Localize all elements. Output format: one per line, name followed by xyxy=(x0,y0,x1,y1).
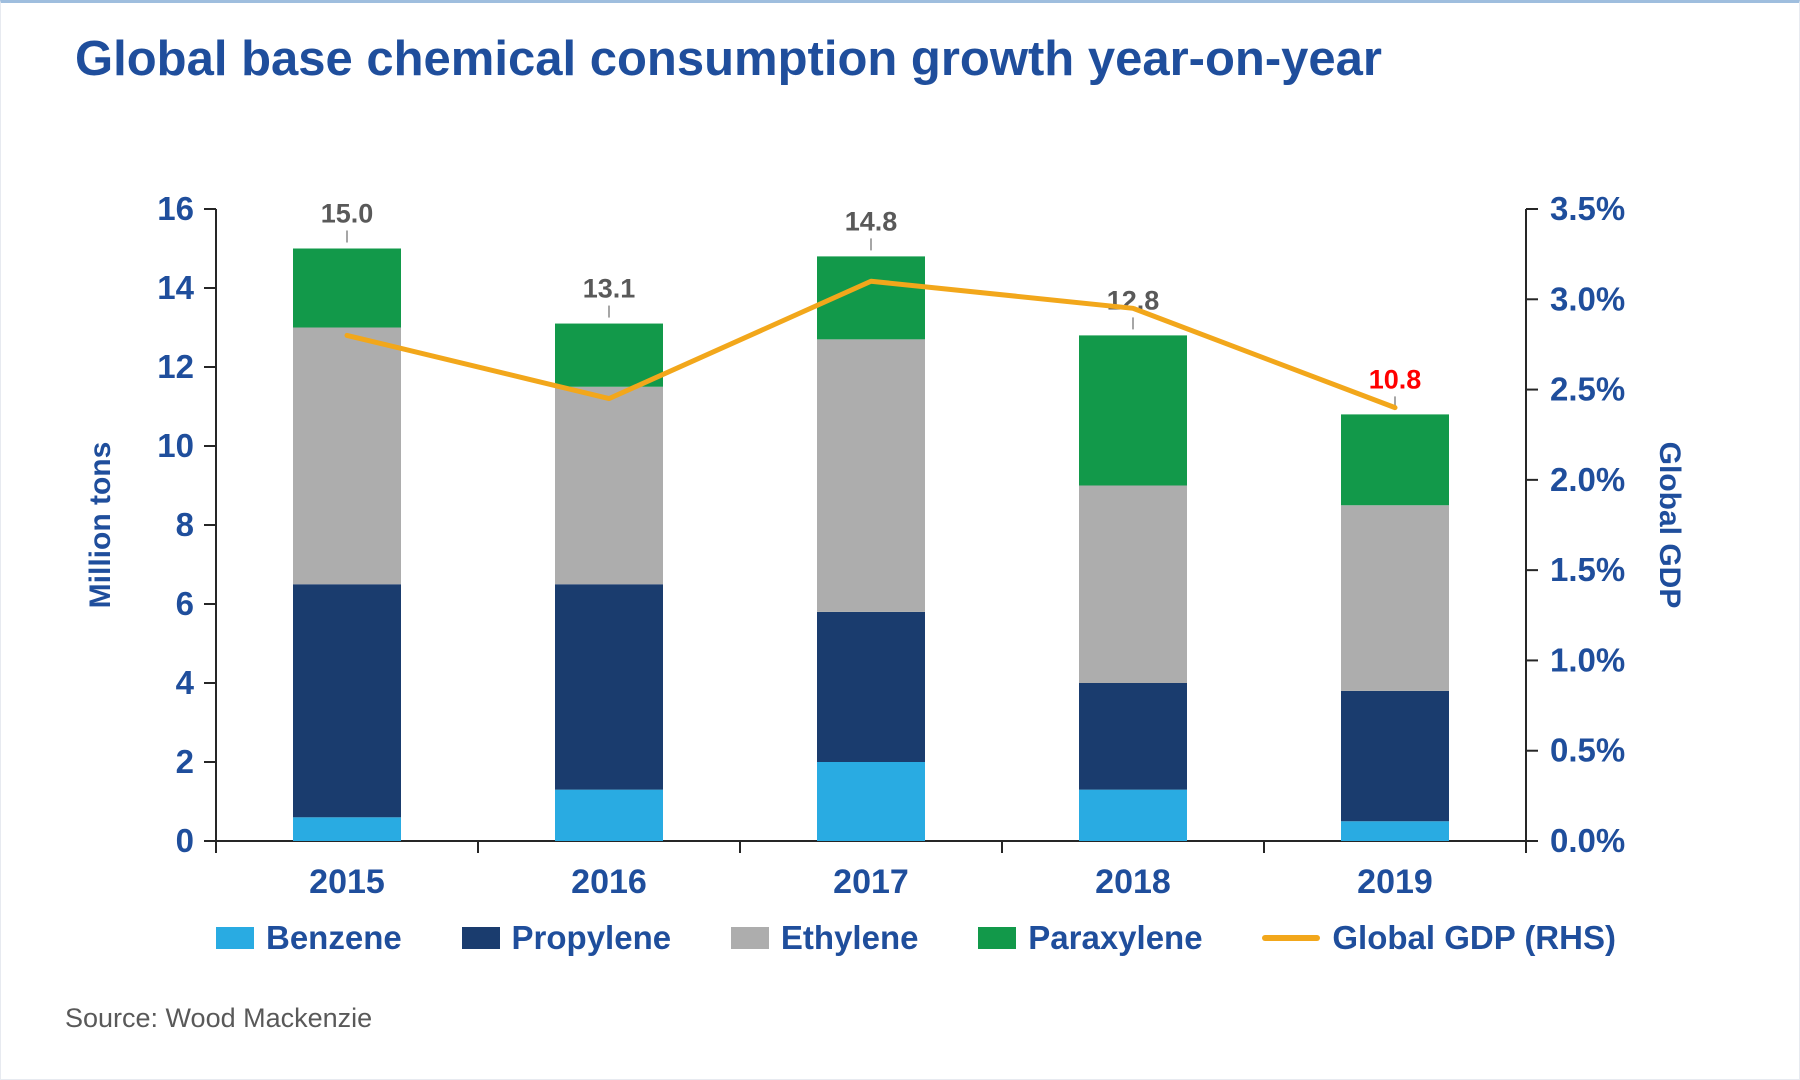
gdp-line-swatch-icon xyxy=(1262,935,1321,941)
bar-segment-ethylene xyxy=(817,339,925,612)
bar-segment-paraxylene xyxy=(1079,335,1187,486)
bar-total-label: 14.8 xyxy=(845,206,898,236)
left-tick-label: 16 xyxy=(157,190,194,227)
left-tick-label: 12 xyxy=(157,348,194,385)
right-tick-label: 0.0% xyxy=(1550,822,1625,859)
right-tick-label: 3.0% xyxy=(1550,280,1625,317)
bar-segment-ethylene xyxy=(1341,505,1449,691)
left-tick-label: 6 xyxy=(176,585,194,622)
bar-segment-paraxylene xyxy=(293,248,401,328)
left-tick-label: 14 xyxy=(157,269,194,306)
propylene-swatch-icon xyxy=(461,927,500,949)
bar-segment-propylene xyxy=(293,584,401,818)
legend-label-paraxylene: Paraxylene xyxy=(1028,919,1203,956)
bar-segment-benzene xyxy=(555,789,663,841)
x-axis-label: 2017 xyxy=(833,863,909,901)
chart-canvas: 0 2 4 6 8 10 12 14 16 0.0% 0.5% 1.0% 1.5% 2.0% 2.5% 3.0… xyxy=(157,190,1625,901)
right-tick-label: 0.5% xyxy=(1550,732,1625,769)
legend-item-ethylene: Ethylene xyxy=(730,919,919,957)
bar-segment-ethylene xyxy=(1079,485,1187,683)
right-tick-label: 1.5% xyxy=(1550,551,1625,588)
legend-item-propylene: Propylene xyxy=(461,919,672,957)
bar-segment-benzene xyxy=(293,817,401,841)
bar-segment-benzene xyxy=(817,762,925,841)
paraxylene-swatch-icon xyxy=(978,927,1017,949)
right-tick-label: 2.5% xyxy=(1550,371,1625,408)
ethylene-swatch-icon xyxy=(730,927,769,949)
bar-total-label: 15.0 xyxy=(321,199,374,229)
bar-segment-propylene xyxy=(1079,683,1187,790)
right-tick-label: 1.0% xyxy=(1550,641,1625,678)
x-axis-label: 2019 xyxy=(1357,863,1433,901)
gdp-line xyxy=(344,278,1398,411)
left-axis-title: Million tons xyxy=(84,441,117,609)
left-tick-label: 0 xyxy=(176,822,194,859)
bar-segment-ethylene xyxy=(555,386,663,585)
bar-segment-benzene xyxy=(1341,821,1449,841)
legend-label-ethylene: Ethylene xyxy=(780,919,919,956)
source-note: Source: Wood Mackenzie xyxy=(65,1003,373,1033)
bar-total-label: 13.1 xyxy=(583,274,636,304)
bar-segment-paraxylene xyxy=(1341,414,1449,506)
legend-label-benzene: Benzene xyxy=(266,919,402,956)
legend-item-benzene: Benzene xyxy=(216,919,402,957)
x-axis-label: 2015 xyxy=(309,863,385,901)
left-tick-label: 8 xyxy=(176,506,194,543)
legend-item-paraxylene: Paraxylene xyxy=(978,919,1203,957)
left-tick-label: 10 xyxy=(157,427,194,464)
right-tick-label: 2.0% xyxy=(1550,461,1625,498)
bar-segment-ethylene xyxy=(293,327,401,585)
left-tick-label: 2 xyxy=(176,743,194,780)
left-tick-label: 4 xyxy=(176,664,195,701)
right-axis-title: Global GDP xyxy=(1653,441,1686,609)
bar-segment-propylene xyxy=(817,611,925,762)
legend-label-propylene: Propylene xyxy=(511,919,672,956)
legend: Benzene Propylene Ethylene Paraxylene Gl… xyxy=(216,919,1616,957)
x-axis-label: 2016 xyxy=(571,863,647,901)
bar-segment-propylene xyxy=(1341,690,1449,822)
legend-label-global-gdp: Global GDP (RHS) xyxy=(1332,919,1616,956)
bar-segment-propylene xyxy=(555,584,663,790)
bar-total-label: 10.8 xyxy=(1369,364,1422,394)
x-axis-label: 2018 xyxy=(1095,863,1171,901)
benzene-swatch-icon xyxy=(216,927,254,949)
chart-title: Global base chemical consumption growth … xyxy=(75,32,1382,86)
legend-item-global-gdp: Global GDP (RHS) xyxy=(1262,919,1616,957)
right-tick-label: 3.5% xyxy=(1550,190,1625,227)
bar-segment-benzene xyxy=(1079,789,1187,841)
bar-segment-paraxylene xyxy=(555,323,663,387)
